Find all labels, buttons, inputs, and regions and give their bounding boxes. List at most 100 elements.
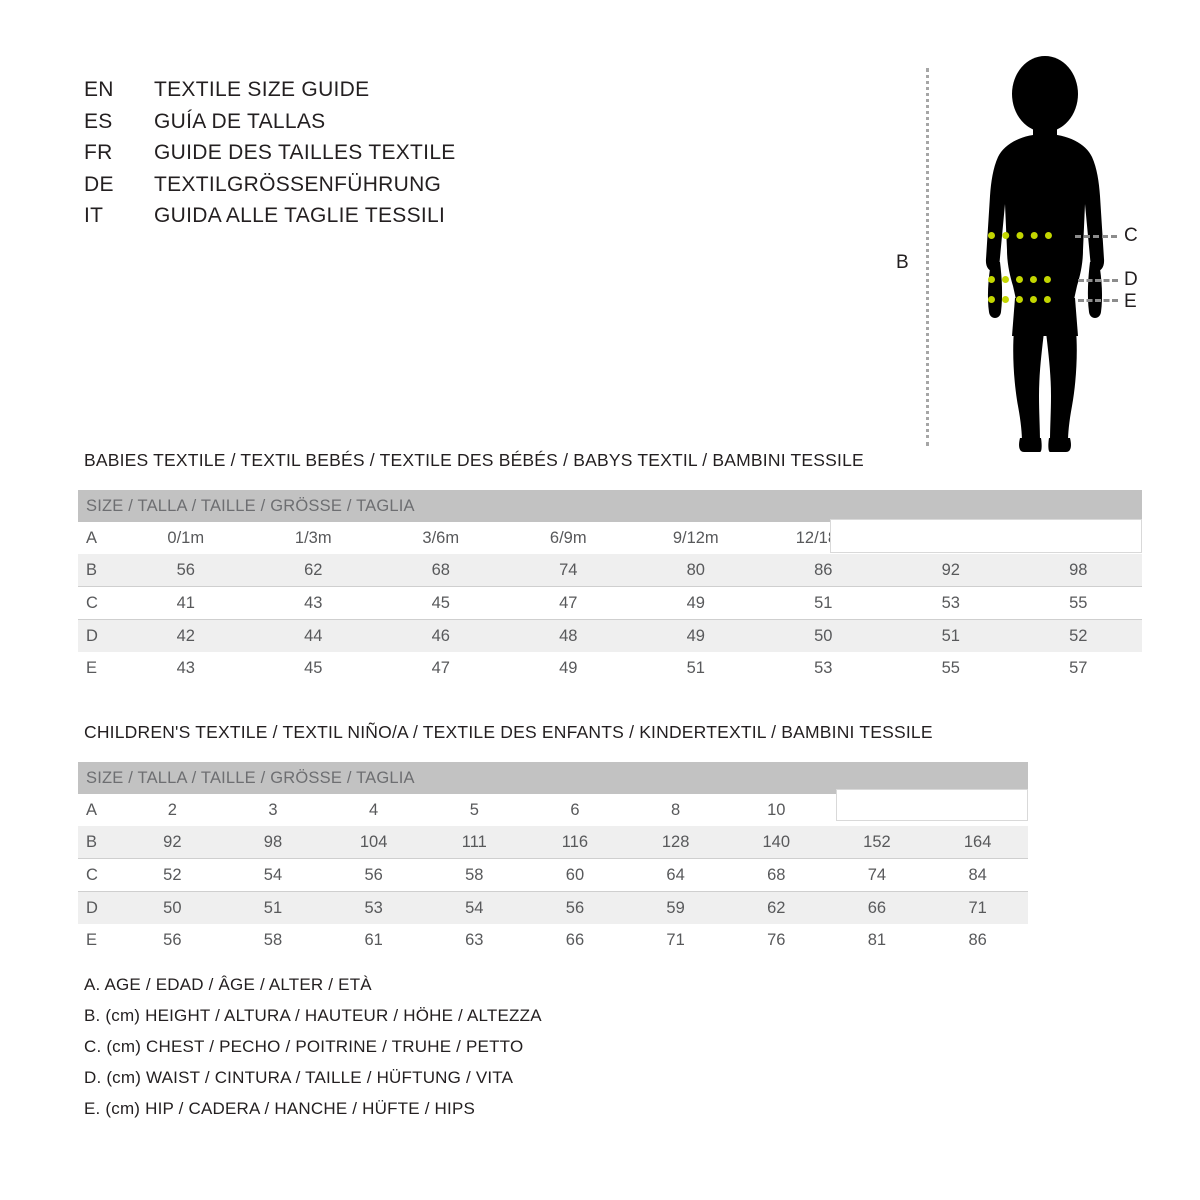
table-cell: 41: [122, 586, 250, 620]
table-cell: 54: [423, 891, 525, 924]
waist-label: D: [1124, 269, 1138, 290]
table-cell: 61: [323, 924, 424, 956]
table-cell: 59: [625, 891, 726, 924]
table-cell: 66: [524, 924, 626, 956]
measurement-legend: A. AGE / EDAD / ÂGE / ALTER / ETÀ B. (cm…: [84, 975, 704, 1130]
table-cell: 60: [524, 858, 626, 892]
table-cell: 51: [222, 891, 324, 924]
table-cell: 56: [524, 891, 626, 924]
table-cell: 58: [222, 924, 324, 956]
table-cell: 84: [927, 858, 1028, 892]
table-cell: 76: [725, 924, 827, 956]
table-cell: 43: [249, 586, 377, 620]
height-label: B: [896, 252, 909, 273]
table-cell: 49: [504, 652, 632, 684]
language-title: TEXTILGRÖSSENFÜHRUNG: [154, 172, 442, 196]
row-key: D: [78, 619, 122, 652]
table-cell: 104: [323, 826, 424, 859]
table-cell: 9/12m: [632, 522, 760, 554]
table-cell: 50: [759, 619, 887, 652]
row-key: C: [78, 858, 122, 892]
table-row: E 43 45 47 49 51 53 55 57: [78, 652, 1142, 684]
chest-label: C: [1124, 225, 1138, 246]
table-cell: 49: [632, 586, 760, 620]
waist-leader-line-icon: [1078, 279, 1118, 282]
table-cell: 51: [759, 586, 887, 620]
table-cell: 71: [625, 924, 726, 956]
table-cell: 164: [927, 826, 1028, 859]
hip-leader-line-icon: [1078, 299, 1118, 302]
table-row: B 56 62 68 74 80 86 92 98: [78, 554, 1142, 587]
table-cell: 152: [826, 826, 928, 859]
table-row: C 41 43 45 47 49 51 53 55: [78, 586, 1142, 620]
table-cell: 47: [377, 652, 505, 684]
language-title: GUIDA ALLE TAGLIE TESSILI: [154, 204, 446, 227]
table-cell: 48: [504, 619, 632, 652]
table-cell: 116: [524, 826, 626, 859]
hip-measure-line-icon: [988, 296, 1051, 303]
language-row: ES GUÍA DE TALLAS: [84, 110, 604, 142]
table-cell: 128: [625, 826, 726, 859]
table-cell: 63: [423, 924, 525, 956]
table-cell: 52: [1014, 619, 1142, 652]
table-cell: 56: [323, 858, 424, 892]
language-row: FR GUIDE DES TAILLES TEXTILE: [84, 141, 604, 173]
language-code: ES: [84, 109, 113, 133]
table-cell: 10: [725, 794, 827, 826]
table-cell: 98: [222, 826, 324, 859]
table-cell: 54: [222, 858, 324, 892]
table-cell: 86: [927, 924, 1028, 956]
row-key: D: [78, 891, 122, 924]
table-cell: 56: [122, 554, 250, 587]
table-cell: 1/3m: [249, 522, 377, 554]
table-cell: 98: [1014, 554, 1142, 587]
language-title-block: EN TEXTILE SIZE GUIDE ES GUÍA DE TALLAS …: [84, 78, 604, 236]
table-cell: 5: [423, 794, 525, 826]
table-header-row: SIZE / TALLA / TAILLE / GRÖSSE / TAGLIA: [78, 762, 1028, 794]
language-row: IT GUIDA ALLE TAGLIE TESSILI: [84, 204, 604, 236]
table-cell: 57: [1014, 652, 1142, 684]
table-cell: 66: [826, 891, 928, 924]
table-cell: 62: [725, 891, 827, 924]
waist-measure-line-icon: [988, 276, 1051, 283]
row-key: A: [78, 522, 122, 554]
child-silhouette-icon: [985, 56, 1105, 452]
table-cell: 53: [323, 891, 424, 924]
table-row: E 56 58 61 63 66 71 76 81 86: [78, 924, 1028, 956]
chest-leader-line-icon: [1075, 235, 1117, 238]
table-cell: 6: [524, 794, 626, 826]
legend-item-e: E. (cm) HIP / CADERA / HANCHE / HÜFTE / …: [84, 1099, 476, 1118]
table-cell: 55: [887, 652, 1015, 684]
legend-item-b: B. (cm) HEIGHT / ALTURA / HAUTEUR / HÖHE…: [84, 1006, 542, 1025]
babies-column-highlight-box: [830, 519, 1142, 553]
language-row: EN TEXTILE SIZE GUIDE: [84, 78, 604, 110]
legend-item-a: A. AGE / EDAD / ÂGE / ALTER / ETÀ: [84, 975, 372, 994]
table-row: C 52 54 56 58 60 64 68 74 84: [78, 858, 1028, 892]
babies-table-header: SIZE / TALLA / TAILLE / GRÖSSE / TAGLIA: [78, 490, 1142, 522]
row-key: E: [78, 924, 122, 956]
body-measurement-diagram: B C D E: [860, 40, 1180, 452]
legend-item-c: C. (cm) CHEST / PECHO / POITRINE / TRUHE…: [84, 1037, 524, 1056]
table-cell: 74: [826, 858, 928, 892]
table-cell: 44: [249, 619, 377, 652]
table-cell: 56: [122, 924, 223, 956]
table-cell: 4: [323, 794, 424, 826]
table-cell: 43: [122, 652, 250, 684]
table-header-row: SIZE / TALLA / TAILLE / GRÖSSE / TAGLIA: [78, 490, 1142, 522]
children-column-highlight-box: [836, 789, 1028, 821]
table-cell: 68: [725, 858, 827, 892]
table-cell: 55: [1014, 586, 1142, 620]
table-cell: 46: [377, 619, 505, 652]
row-key: A: [78, 794, 122, 826]
row-key: C: [78, 586, 122, 620]
table-row: D 50 51 53 54 56 59 62 66 71: [78, 891, 1028, 924]
language-title: GUIDE DES TAILLES TEXTILE: [154, 141, 456, 164]
height-guide-line-icon: [926, 68, 929, 446]
table-cell: 47: [504, 586, 632, 620]
table-cell: 42: [122, 619, 250, 652]
babies-section-caption: BABIES TEXTILE / TEXTIL BEBÉS / TEXTILE …: [84, 450, 864, 470]
table-cell: 53: [887, 586, 1015, 620]
table-cell: 6/9m: [504, 522, 632, 554]
children-section-caption: CHILDREN'S TEXTILE / TEXTIL NIÑO/A / TEX…: [84, 722, 933, 742]
table-cell: 52: [122, 858, 223, 892]
